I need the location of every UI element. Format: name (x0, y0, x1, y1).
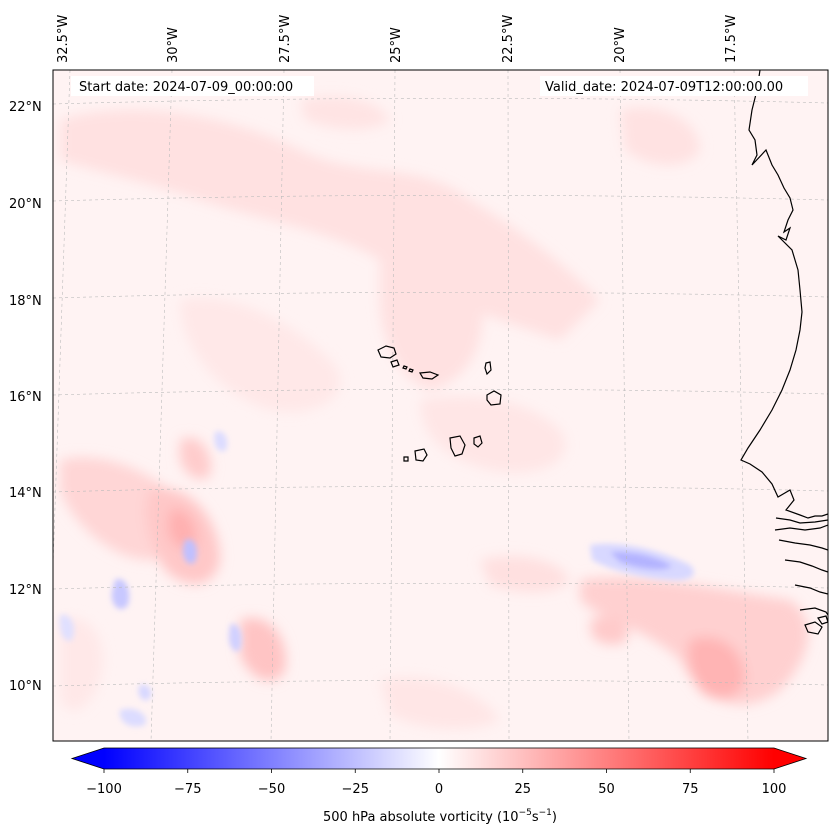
colorbar-gradient (104, 748, 774, 769)
colorbar-tick-label: −75 (174, 782, 201, 797)
lat-label-10n: 10°N (9, 679, 42, 694)
start-date-box (71, 76, 314, 96)
latitude-labels: 22°N 20°N 18°N 16°N 14°N 12°N 10°N (9, 100, 42, 694)
valid-date-label: Valid_date: 2024-07-09T12:00:00.00 (545, 80, 783, 95)
colorbar-tick-label: −100 (86, 782, 122, 797)
lon-label-17-5w: 17.5°W (724, 15, 739, 63)
start-date-label: Start date: 2024-07-09_00:00:00 (79, 80, 293, 95)
lat-label-16n: 16°N (9, 390, 42, 405)
lat-label-22n: 22°N (9, 100, 42, 115)
colorbar-tick-label: −25 (342, 782, 369, 797)
vorticity-negative (59, 431, 694, 727)
lon-label-25w: 25°W (389, 27, 404, 63)
colorbar-max-extension (774, 748, 806, 769)
vorticity-field (60, 96, 809, 730)
colorbar-tick-label: 25 (514, 782, 531, 797)
colorbar-ticks: −100 −75 −50 −25 0 25 50 75 100 (86, 769, 786, 797)
colorbar-label: 500 hPa absolute vorticity (10−5s−1) (323, 808, 557, 825)
colorbar-tick-label: 100 (762, 782, 787, 797)
lon-label-32-5w: 32.5°W (56, 15, 71, 63)
colorbar: −100 −75 −50 −25 0 25 50 75 100 500 hPa absolute… (70, 747, 808, 825)
west-africa-coastline (740, 70, 828, 635)
lat-label-18n: 18°N (9, 294, 42, 309)
colorbar-tick-label: 75 (682, 782, 699, 797)
colorbar-tick-label: 0 (435, 782, 443, 797)
colorbar-tick-label: −50 (258, 782, 285, 797)
colorbar-tick-label: 50 (598, 782, 615, 797)
map-panel[interactable]: Start date: 2024-07-09_00:00:00 Valid_da… (47, 70, 828, 741)
lon-label-22-5w: 22.5°W (501, 15, 516, 63)
colorbar-min-extension (72, 748, 104, 769)
gridlines (53, 70, 828, 741)
lon-label-27-5w: 27.5°W (278, 15, 293, 63)
map-frame (52, 69, 829, 742)
lon-label-20w: 20°W (613, 27, 628, 63)
lat-label-14n: 14°N (9, 486, 42, 501)
cabo-verde-islands (377, 345, 502, 462)
valid-date-box (540, 76, 808, 96)
lat-label-12n: 12°N (9, 583, 42, 598)
lat-label-20n: 20°N (9, 197, 42, 212)
longitude-labels: 32.5°W 30°W 27.5°W 25°W 22.5°W 20°W 17.5… (56, 15, 739, 63)
lon-label-30w: 30°W (166, 27, 181, 63)
